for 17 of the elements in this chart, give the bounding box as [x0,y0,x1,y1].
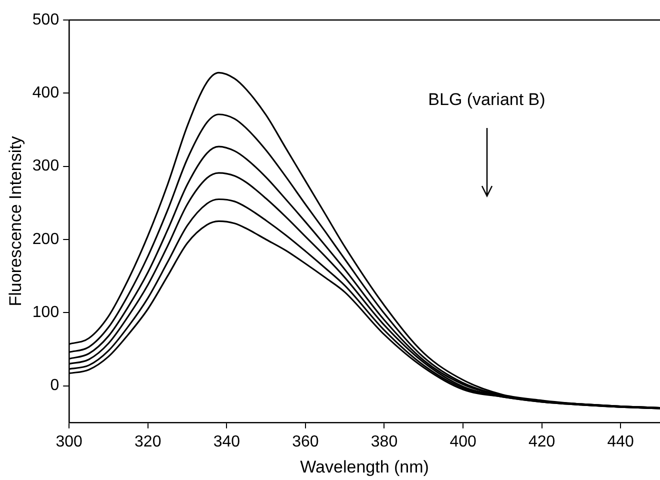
y-tick-label: 200 [32,230,60,248]
x-tick-label: 440 [607,433,634,450]
x-tick-label: 400 [450,433,476,450]
y-tick-label: 0 [50,377,60,394]
x-tick-label: 380 [370,433,398,450]
x-tick-label: 320 [134,433,162,450]
y-tick-label: 300 [32,158,60,175]
y-tick-label: 400 [32,84,60,102]
x-tick-label: 420 [528,433,556,450]
annotation: BLG (variant B) [428,90,546,110]
y-tick-label: 100 [32,304,60,322]
y-tick-label: 500 [32,11,60,28]
x-tick-label: 300 [56,433,83,450]
x-axis-title: Wavelength (nm) [300,457,429,476]
x-tick-label: 340 [213,433,240,450]
y-axis-title: Fluorescence Intensity [6,136,25,306]
x-tick-label: 360 [292,433,319,450]
